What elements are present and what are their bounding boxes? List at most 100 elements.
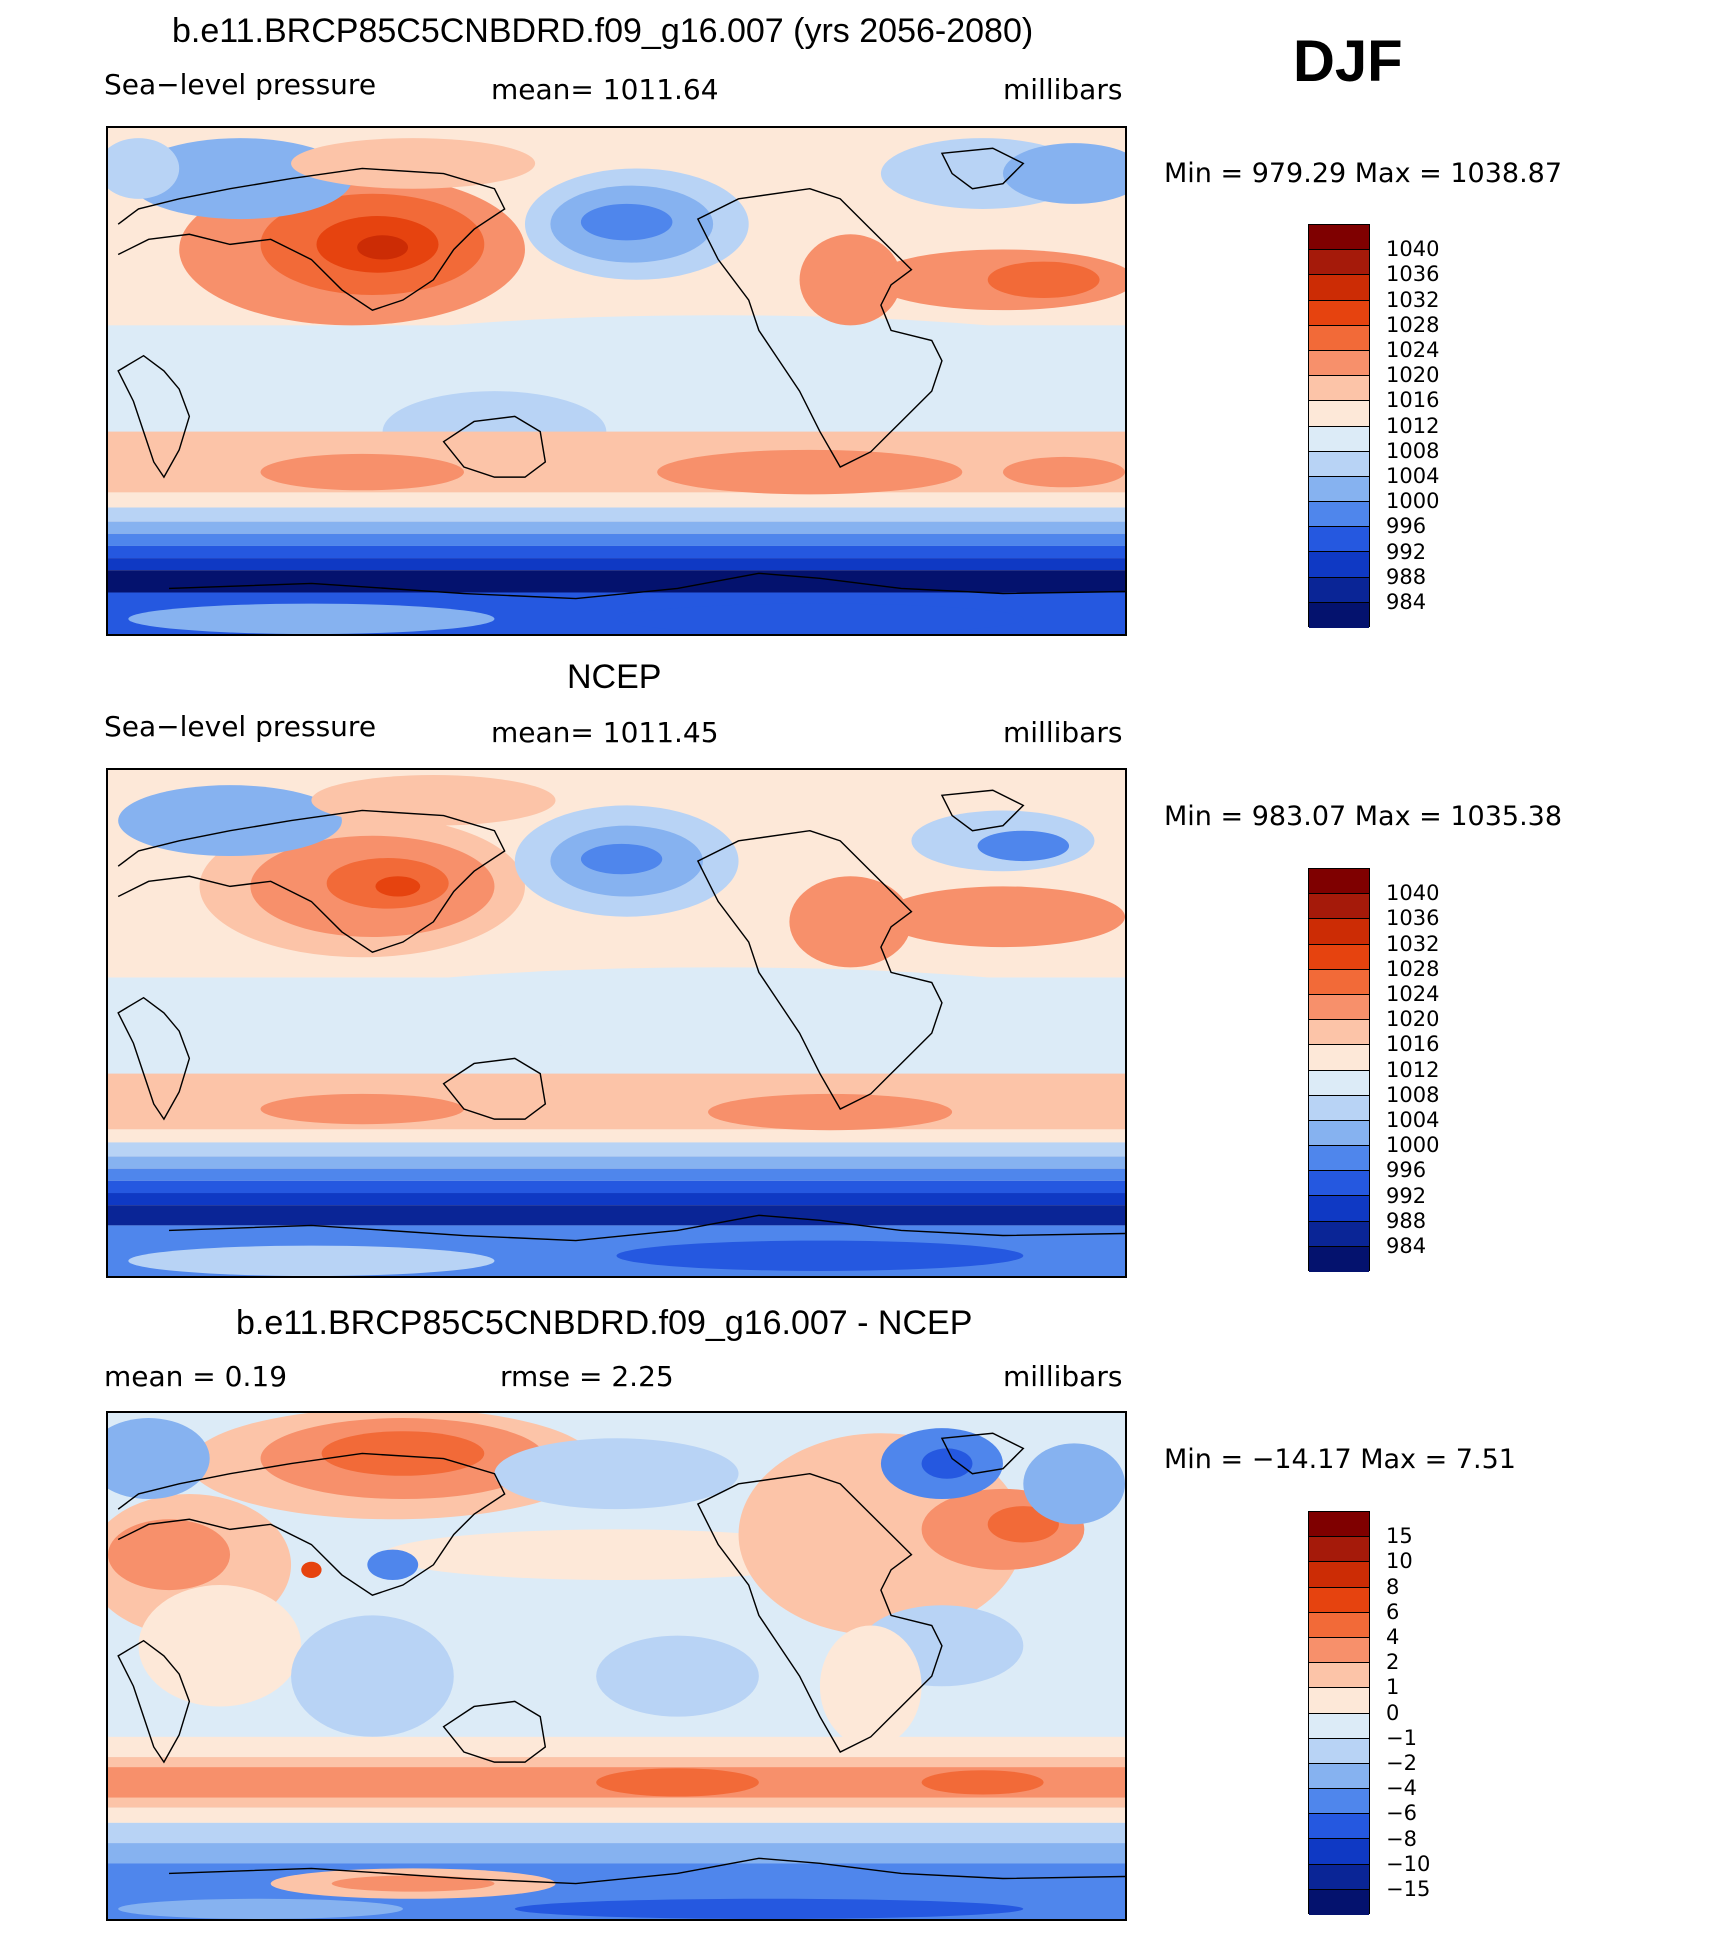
colorbar-tick-label: 0 xyxy=(1386,1700,1400,1725)
panel3-minmax: Min = −14.17 Max = 7.51 xyxy=(1164,1444,1516,1475)
panel2-mean-label: mean= 1011.45 xyxy=(491,716,719,749)
colorbar-swatch xyxy=(1309,1637,1369,1664)
colorbar-tick-label: 1016 xyxy=(1386,1032,1440,1057)
colorbar-tick-label: 1004 xyxy=(1386,1108,1440,1132)
colorbar-tick-label: 1 xyxy=(1386,1675,1400,1700)
colorbar-swatch xyxy=(1309,451,1369,477)
colorbar-tick-label: 1012 xyxy=(1386,1057,1440,1082)
colorbar-tick-label: −4 xyxy=(1386,1776,1417,1801)
colorbar-tick-label: 988 xyxy=(1386,564,1427,589)
panel1-map xyxy=(106,126,1127,636)
colorbar-swatch xyxy=(1309,275,1369,301)
colorbar-tick-label: 1028 xyxy=(1386,956,1440,981)
colorbar-tick-label: 4 xyxy=(1386,1625,1400,1649)
panel3-difference-map xyxy=(108,1413,1125,1919)
colorbar-tick-label: 1024 xyxy=(1386,338,1440,362)
colorbar-tick-label: 1020 xyxy=(1386,1007,1440,1032)
colorbar-swatch xyxy=(1309,1120,1369,1147)
colorbar-swatch xyxy=(1309,300,1369,326)
colorbar-swatch xyxy=(1309,1562,1369,1588)
colorbar-swatch xyxy=(1309,325,1369,351)
colorbar-tick-label: 984 xyxy=(1386,590,1427,614)
panel1-units-label: millibars xyxy=(1003,73,1123,106)
colorbar-swatch xyxy=(1309,225,1369,251)
panel2-units-label: millibars xyxy=(1003,716,1123,749)
colorbar-tick-label: 992 xyxy=(1386,539,1427,564)
colorbar-swatch xyxy=(1309,1814,1369,1840)
colorbar-swatch xyxy=(1309,1146,1369,1172)
panel1-variable-label: Sea−level pressure xyxy=(104,68,377,101)
colorbar-tick-label: 1008 xyxy=(1386,438,1440,463)
colorbar-swatch xyxy=(1309,1246,1369,1272)
colorbar-tick-label: 1028 xyxy=(1386,312,1440,337)
colorbar-tick-label: 1024 xyxy=(1386,982,1440,1006)
colorbar-tick-label: 2 xyxy=(1386,1650,1400,1675)
panel2-map xyxy=(106,768,1127,1278)
colorbar-swatch xyxy=(1309,1889,1369,1915)
colorbar-tick-label: −8 xyxy=(1386,1826,1417,1851)
colorbar-tick-label: 1004 xyxy=(1386,464,1440,488)
colorbar-swatch xyxy=(1309,552,1369,578)
colorbar-tick-label: −2 xyxy=(1386,1751,1417,1775)
colorbar-tick-label: −10 xyxy=(1386,1851,1431,1876)
colorbar-swatch xyxy=(1309,250,1369,276)
colorbar-swatch xyxy=(1309,869,1369,895)
colorbar-swatch xyxy=(1309,969,1369,995)
colorbar-tick-label: 1000 xyxy=(1386,489,1440,514)
colorbar-swatch xyxy=(1309,1763,1369,1790)
colorbar-tick-label: 1040 xyxy=(1386,237,1440,262)
colorbar-tick-label: 996 xyxy=(1386,1158,1427,1183)
colorbar-tick-label: 1012 xyxy=(1386,413,1440,438)
panel2-colorbar-bar xyxy=(1308,868,1370,1272)
panel1-slp-map xyxy=(108,128,1125,634)
colorbar-tick-label: 996 xyxy=(1386,514,1427,539)
colorbar-swatch xyxy=(1309,350,1369,377)
colorbar-tick-label: 8 xyxy=(1386,1574,1400,1599)
colorbar-swatch xyxy=(1309,1537,1369,1563)
colorbar-swatch xyxy=(1309,1839,1369,1865)
colorbar-tick-label: 1032 xyxy=(1386,931,1440,956)
colorbar-tick-label: 15 xyxy=(1386,1524,1413,1549)
colorbar-tick-label: 984 xyxy=(1386,1234,1427,1258)
colorbar-swatch xyxy=(1309,994,1369,1021)
colorbar-tick-label: 1040 xyxy=(1386,881,1440,906)
colorbar-swatch xyxy=(1309,1587,1369,1613)
panel2-slp-map xyxy=(108,770,1125,1276)
colorbar-tick-label: 1016 xyxy=(1386,388,1440,413)
colorbar-swatch xyxy=(1309,1713,1369,1739)
colorbar-swatch xyxy=(1309,1512,1369,1538)
season-label: DJF xyxy=(1293,29,1403,94)
colorbar-swatch xyxy=(1309,1196,1369,1222)
colorbar-tick-label: 992 xyxy=(1386,1183,1427,1208)
colorbar-tick-label: −6 xyxy=(1386,1801,1417,1826)
colorbar-swatch xyxy=(1309,376,1369,402)
colorbar-swatch xyxy=(1309,919,1369,945)
colorbar-swatch xyxy=(1309,1221,1369,1247)
colorbar-swatch xyxy=(1309,1789,1369,1815)
colorbar-tick-label: 1032 xyxy=(1386,287,1440,312)
colorbar-tick-label: 6 xyxy=(1386,1599,1400,1624)
colorbar-swatch xyxy=(1309,1020,1369,1046)
colorbar-swatch xyxy=(1309,401,1369,427)
colorbar-swatch xyxy=(1309,1045,1369,1071)
panel2-minmax: Min = 983.07 Max = 1035.38 xyxy=(1164,801,1563,832)
panel1-colorbar-bar xyxy=(1308,224,1370,628)
colorbar-tick-label: 10 xyxy=(1386,1549,1413,1574)
colorbar-swatch xyxy=(1309,502,1369,528)
colorbar-swatch xyxy=(1309,577,1369,603)
colorbar-tick-label: 988 xyxy=(1386,1208,1427,1233)
colorbar-swatch xyxy=(1309,1738,1369,1764)
colorbar-swatch xyxy=(1309,602,1369,628)
colorbar-swatch xyxy=(1309,1663,1369,1689)
colorbar-swatch xyxy=(1309,894,1369,920)
colorbar-swatch xyxy=(1309,1171,1369,1197)
panel3-map xyxy=(106,1411,1127,1921)
colorbar-swatch xyxy=(1309,1864,1369,1890)
panel3-rmse-label: rmse = 2.25 xyxy=(500,1360,674,1393)
colorbar-swatch xyxy=(1309,1070,1369,1096)
colorbar-tick-label: −15 xyxy=(1386,1877,1431,1901)
colorbar-swatch xyxy=(1309,1688,1369,1714)
panel1-mean-label: mean= 1011.64 xyxy=(491,73,719,106)
panel1-title: b.e11.BRCP85C5CNBDRD.f09_g16.007 (yrs 20… xyxy=(172,12,1034,50)
panel3-mean-label: mean = 0.19 xyxy=(104,1360,288,1393)
